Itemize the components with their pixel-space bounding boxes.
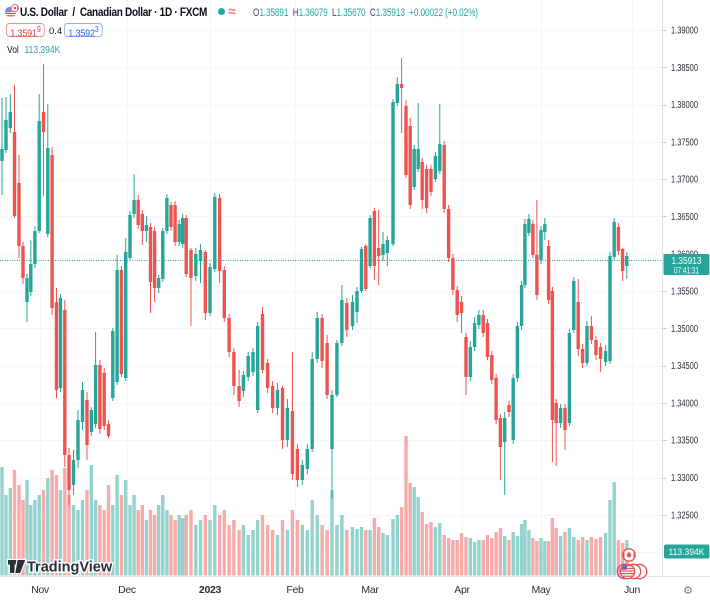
svg-text:Nov: Nov [31, 584, 50, 596]
svg-text:Mar: Mar [361, 584, 379, 596]
svg-text:Dec: Dec [118, 584, 136, 596]
svg-text:1.35913: 1.35913 [672, 256, 702, 267]
svg-text:⚙: ⚙ [683, 585, 693, 597]
svg-text:1.36500: 1.36500 [671, 212, 698, 223]
svg-text:1.35000: 1.35000 [671, 324, 698, 335]
svg-text:1.35500: 1.35500 [671, 287, 698, 298]
svg-text:1.37500: 1.37500 [671, 137, 698, 148]
svg-text:Apr: Apr [454, 584, 470, 596]
svg-text:1.38500: 1.38500 [671, 63, 698, 74]
svg-text:1.33500: 1.33500 [671, 436, 698, 447]
svg-text:Feb: Feb [286, 584, 304, 596]
svg-text:1.37000: 1.37000 [671, 175, 698, 186]
svg-text:1.34000: 1.34000 [671, 398, 698, 409]
svg-text:1.33000: 1.33000 [671, 473, 698, 484]
svg-text:1.38000: 1.38000 [671, 100, 698, 111]
svg-text:1.32500: 1.32500 [671, 510, 698, 521]
svg-text:TradingView: TradingView [27, 560, 113, 576]
svg-text:Jun: Jun [624, 584, 640, 596]
svg-text:May: May [532, 584, 552, 596]
svg-text:113.394K: 113.394K [669, 547, 706, 558]
svg-text:2023: 2023 [199, 584, 222, 596]
svg-text:07:41:31: 07:41:31 [674, 266, 699, 276]
svg-text:1.39000: 1.39000 [671, 26, 698, 37]
svg-text:1.34500: 1.34500 [671, 361, 698, 372]
